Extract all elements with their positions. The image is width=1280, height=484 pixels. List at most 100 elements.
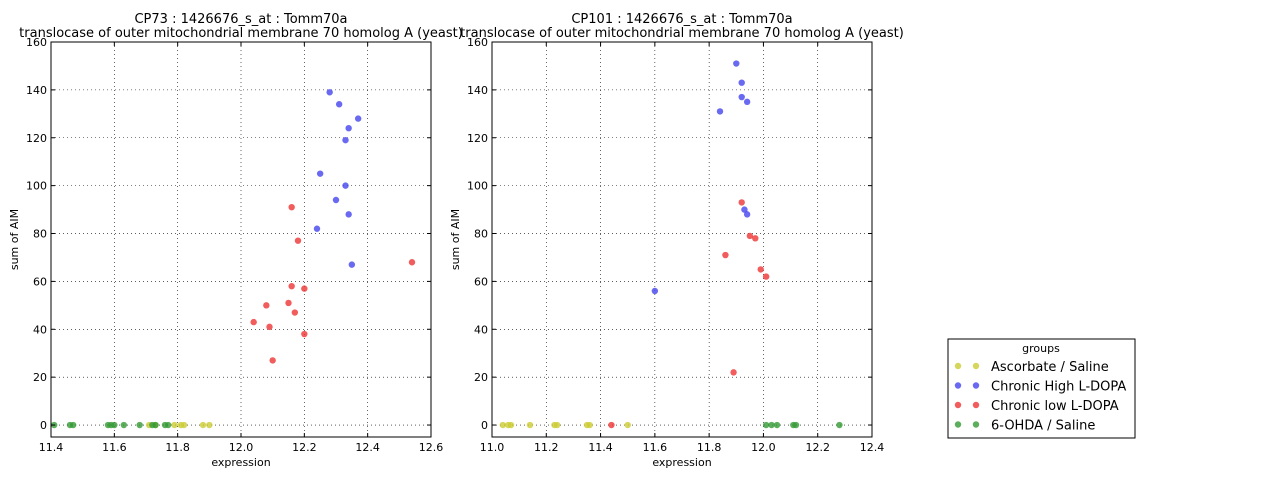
y-tick-label: 80 — [33, 228, 47, 241]
y-tick-label: 60 — [474, 275, 488, 288]
chart-title: CP101 : 1426676_s_at : Tomm70a — [571, 12, 792, 27]
data-point — [651, 287, 659, 295]
data-point — [526, 421, 534, 429]
y-tick-label: 120 — [467, 132, 488, 145]
y-tick-label: 80 — [474, 228, 488, 241]
data-point — [345, 211, 352, 218]
x-tick-label: 11.4 — [39, 441, 64, 454]
y-tick-label: 40 — [33, 323, 47, 336]
legend-label: Ascorbate / Saline — [991, 360, 1109, 375]
legend-label: 6-OHDA / Saline — [991, 419, 1095, 434]
data-point — [342, 136, 349, 144]
data-point — [738, 79, 745, 86]
y-tick-label: 140 — [26, 84, 47, 97]
data-point — [285, 299, 292, 307]
x-tick-label: 12.2 — [292, 441, 317, 454]
data-point — [757, 266, 764, 273]
x-tick-label: 12.6 — [419, 441, 444, 454]
data-point — [499, 421, 507, 429]
x-tick-label: 11.4 — [588, 441, 613, 454]
y-tick-label: 0 — [481, 419, 488, 432]
legend-marker — [954, 362, 962, 370]
y-tick-label: 20 — [474, 371, 488, 384]
y-axis-label: sum of AIM — [449, 209, 462, 270]
data-point — [291, 309, 299, 316]
data-point — [507, 421, 515, 429]
data-point — [269, 357, 276, 364]
data-point — [313, 225, 321, 232]
data-point — [836, 421, 843, 429]
x-tick-label: 11.2 — [534, 441, 559, 454]
y-tick-label: 60 — [33, 275, 47, 288]
data-point — [111, 421, 118, 429]
data-point — [326, 89, 333, 96]
data-point — [586, 421, 593, 429]
data-point — [342, 182, 349, 189]
data-point — [288, 203, 295, 211]
y-tick-label: 160 — [26, 36, 47, 49]
legend-entry: Chronic High L-DOPA — [954, 380, 1126, 395]
y-axis-label: sum of AIM — [8, 209, 21, 270]
data-point — [354, 115, 362, 122]
chart-subtitle: translocase of outer mitochondrial membr… — [460, 26, 904, 41]
chart-subtitle: translocase of outer mitochondrial membr… — [19, 26, 463, 41]
legend-frame — [947, 338, 1136, 439]
data-point — [762, 421, 770, 429]
x-axis-label: expression — [652, 456, 711, 469]
data-point — [294, 237, 302, 244]
data-point — [746, 232, 754, 240]
x-tick-label: 12.0 — [751, 441, 776, 454]
y-tick-label: 160 — [467, 36, 488, 49]
chart-title: CP73 : 1426676_s_at : Tomm70a — [134, 12, 347, 27]
data-point — [741, 206, 748, 213]
data-point — [608, 421, 615, 429]
data-point — [120, 421, 128, 429]
data-point — [69, 421, 77, 429]
data-point — [743, 211, 751, 218]
data-point — [288, 282, 295, 290]
legend-marker — [972, 421, 980, 428]
data-point — [171, 421, 178, 429]
legend-marker — [972, 401, 980, 409]
plot-frame — [491, 41, 873, 438]
data-point — [624, 421, 631, 429]
data-point — [743, 98, 751, 106]
data-point — [316, 170, 324, 177]
data-point — [408, 259, 416, 266]
data-point — [332, 196, 340, 204]
x-tick-label: 11.0 — [480, 441, 505, 454]
x-tick-label: 12.4 — [355, 441, 380, 454]
y-tick-label: 120 — [26, 132, 47, 145]
data-point — [716, 108, 724, 115]
data-point — [301, 285, 308, 292]
data-point — [792, 421, 800, 429]
data-point — [152, 421, 159, 429]
data-point — [773, 421, 781, 429]
legend-label: Chronic low L-DOPA — [991, 399, 1119, 414]
data-point — [136, 421, 143, 429]
x-axis-label: expression — [211, 456, 270, 469]
legend-marker — [954, 382, 962, 389]
chart-panel-cp101: 11.0 11.2 11.4 11.6 11.8 12.0 12.2 12.4 0 20 40 60 8… — [449, 12, 904, 469]
plot-frame — [50, 41, 432, 438]
y-tick-label: 100 — [467, 180, 488, 193]
data-point — [722, 251, 729, 259]
y-tick-label: 140 — [467, 84, 488, 97]
data-point — [762, 273, 770, 280]
x-tick-label: 12.2 — [805, 441, 830, 454]
data-point — [199, 421, 207, 429]
legend-label: Chronic High L-DOPA — [991, 380, 1126, 395]
x-tick-label: 11.6 — [102, 441, 127, 454]
x-tick-label: 11.6 — [643, 441, 668, 454]
data-point — [348, 261, 356, 268]
data-point — [301, 330, 308, 338]
y-tick-label: 20 — [33, 371, 47, 384]
legend-entry: 6-OHDA / Saline — [954, 419, 1095, 434]
data-point — [738, 93, 745, 101]
data-point — [250, 318, 257, 326]
y-tick-label: 0 — [40, 419, 47, 432]
data-point — [733, 60, 740, 67]
y-tick-label: 100 — [26, 180, 47, 193]
data-point — [738, 199, 745, 206]
